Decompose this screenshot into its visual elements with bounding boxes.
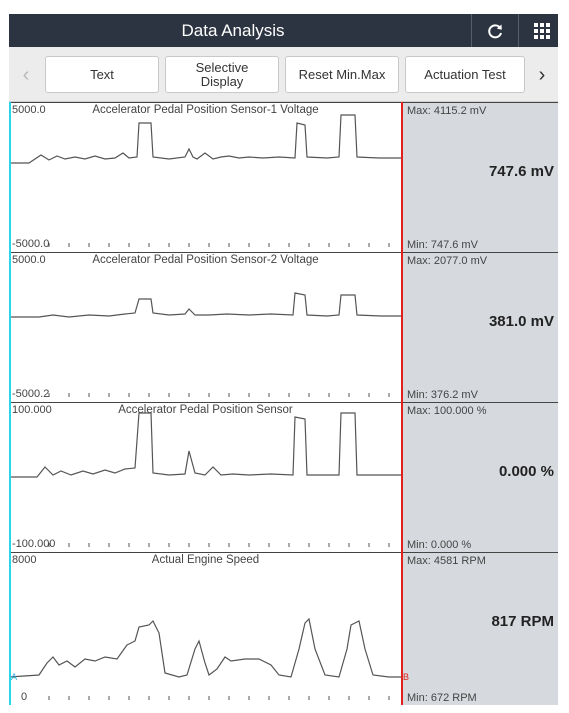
min-value: Min: 672 RPM [407,692,477,704]
max-value: Max: 2077.0 mV [407,255,487,267]
signal-trace [9,253,402,403]
y-min-label: -100.000 [12,538,55,550]
min-value: Min: 747.6 mV [407,239,478,251]
scroll-right-button[interactable]: › [529,60,555,90]
page-title: Data Analysis [9,14,457,47]
selective-display-label: Selective Display [187,61,257,89]
reset-min-max-button[interactable]: Reset Min.Max [285,56,399,93]
graph-title: Accelerator Pedal Position Sensor-2 Volt… [9,254,402,266]
title-bar: Data Analysis [9,14,558,47]
chevron-left-icon: ‹ [23,64,30,87]
current-value: 747.6 mV [402,163,554,180]
max-value: Max: 100.000 % [407,405,487,417]
value-panel: Max: 4581 RPM 817 RPM Min: 672 RPM [402,552,558,705]
graph-title: Accelerator Pedal Position Sensor-1 Volt… [9,104,402,116]
graph-title: Accelerator Pedal Position Sensor [9,404,402,416]
graph-plot[interactable]: 8000 Actual Engine Speed 0 [9,552,402,705]
y-min-label: 0 [21,691,27,703]
value-panel: Max: 4115.2 mV 747.6 mV Min: 747.6 mV [402,102,558,252]
min-value: Min: 376.2 mV [407,389,478,401]
grid-menu-icon [534,23,550,39]
actuation-test-button[interactable]: Actuation Test [405,56,525,93]
x-axis-ticks [49,696,389,700]
cursor-a-label: A [11,672,17,682]
chevron-right-icon: › [539,64,546,87]
cursor-b-label: B [403,672,409,682]
x-axis-ticks [49,393,389,397]
refresh-icon [485,21,505,41]
signal-trace [9,403,402,553]
min-value: Min: 0.000 % [407,539,471,551]
graph-panel-3: 100.000 Accelerator Pedal Position Senso… [9,402,558,552]
current-value: 0.000 % [402,463,554,480]
toolbar: ‹ Text Selective Display Reset Min.Max A… [9,47,558,102]
scroll-left-button[interactable]: ‹ [13,60,39,90]
signal-trace [9,553,402,706]
current-value: 381.0 mV [402,313,554,330]
cursor-a-line[interactable] [9,102,11,705]
current-value: 817 RPM [402,613,554,630]
x-axis-ticks [49,243,389,247]
grid-menu-button[interactable] [518,14,565,47]
text-button[interactable]: Text [45,56,159,93]
y-min-label: -5000.2 [12,388,49,400]
max-value: Max: 4115.2 mV [407,105,486,117]
y-min-label: -5000.0 [12,238,49,250]
graph-title: Actual Engine Speed [9,554,402,566]
graph-panel-2: 5000.0 Accelerator Pedal Position Sensor… [9,252,558,402]
max-value: Max: 4581 RPM [407,555,486,567]
selective-display-button[interactable]: Selective Display [165,56,279,93]
graph-panel-1: 5000.0 Accelerator Pedal Position Sensor… [9,102,558,252]
cursor-b-line[interactable] [401,102,403,705]
x-axis-ticks [49,543,389,547]
graph-plot[interactable]: 5000.0 Accelerator Pedal Position Sensor… [9,102,402,252]
signal-trace [9,103,402,253]
graph-plot[interactable]: 5000.0 Accelerator Pedal Position Sensor… [9,252,402,402]
graph-plot[interactable]: 100.000 Accelerator Pedal Position Senso… [9,402,402,552]
graph-panel-4: 8000 Actual Engine Speed 0 Max: 4581 RPM… [9,552,558,705]
refresh-button[interactable] [471,14,518,47]
value-panel: Max: 100.000 % 0.000 % Min: 0.000 % [402,402,558,552]
value-panel: Max: 2077.0 mV 381.0 mV Min: 376.2 mV [402,252,558,402]
